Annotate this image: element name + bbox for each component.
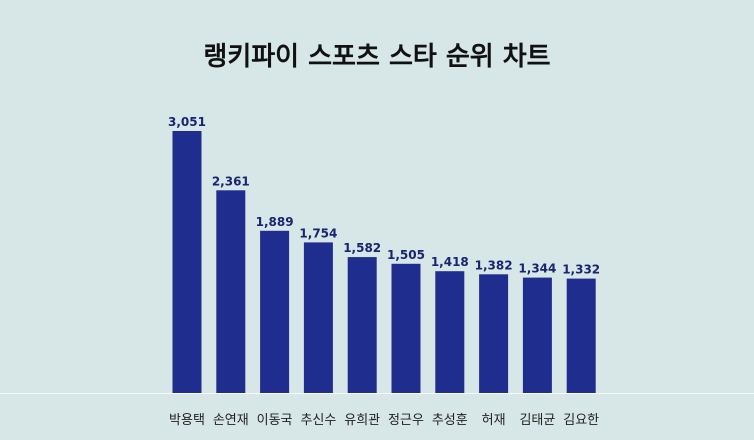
category-label-6: 정근우 [388,413,424,428]
bar-7 [435,271,465,393]
chart-title: 랭키파이 스포츠 스타 순위 차트 [203,42,551,72]
category-label-3: 이동국 [257,413,293,428]
bar-value-label-10: 1,332 [562,263,600,277]
bar-1 [172,131,202,393]
category-label-10: 김요한 [563,413,599,428]
bar-4 [303,242,333,393]
bar-value-label-5: 1,582 [343,241,381,255]
bar-10 [566,278,596,393]
bar-value-label-2: 2,361 [212,174,250,188]
bar-value-label-4: 1,754 [299,226,337,240]
bar-value-label-6: 1,505 [387,248,425,262]
bar-8 [479,274,509,393]
category-label-2: 손연재 [213,413,249,428]
bar-value-label-7: 1,418 [431,255,469,269]
bar-9 [522,277,552,393]
bar-value-label-8: 1,382 [475,258,513,272]
bar-value-label-1: 3,051 [168,115,206,129]
category-label-1: 박용택 [169,413,205,428]
bar-value-label-3: 1,889 [256,215,294,229]
bar-6 [391,263,421,393]
bar-3 [260,230,290,393]
category-label-9: 김태균 [519,413,555,428]
category-label-7: 추성훈 [432,413,468,428]
bar-value-label-9: 1,344 [518,262,556,276]
bar-5 [347,257,377,393]
category-label-4: 추신수 [300,413,336,428]
bar-2 [216,190,246,393]
category-label-5: 유희관 [344,413,380,428]
category-label-8: 허재 [482,413,506,428]
